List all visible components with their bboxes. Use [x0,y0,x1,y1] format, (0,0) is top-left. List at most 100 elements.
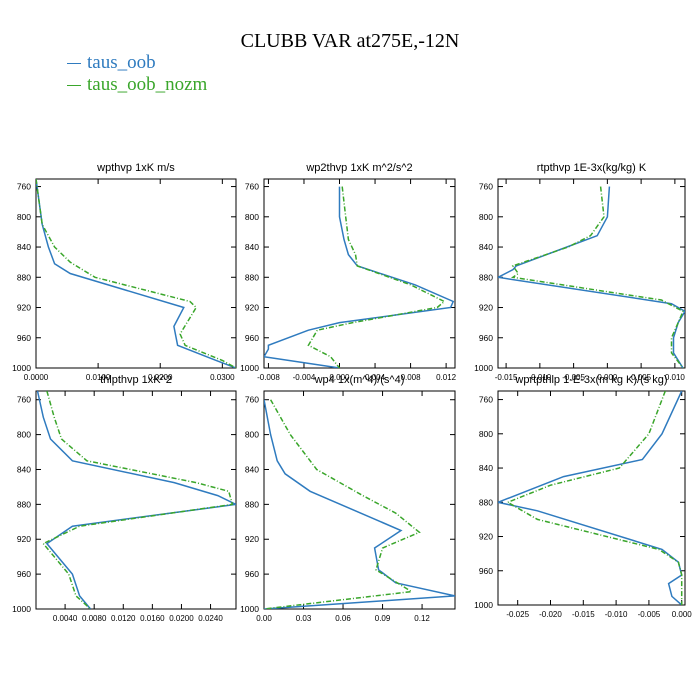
x-tick-label: 0.06 [335,614,351,623]
x-tick-label: 0.010 [665,373,686,382]
x-tick-label: -0.010 [529,373,552,382]
plot-frame [35,390,237,610]
panel-4: thlpthvp 1xK^2 760 800 840 880 920 960 1000 0.00… [12,374,237,623]
chart-title: CLUBB VAR at275E,-12N [240,30,460,52]
series-line-taus-oob [36,391,236,609]
x-tick-label: 0.0100 [86,373,111,382]
y-tick-label: 800 [479,212,493,222]
x-tick-label: -0.008 [257,373,280,382]
x-tick-label: 0.0160 [140,614,165,623]
x-tick-label: 0.0080 [82,614,107,623]
y-tick-label: 920 [245,303,259,313]
y-tick-label: 880 [245,499,259,509]
y-tick-label: 760 [479,182,493,192]
legend-item-taus-oob: taus_oob [67,52,156,74]
plot-frame [263,178,456,369]
y-tick-label: 920 [479,532,493,542]
y-tick-label: 1000 [240,363,259,373]
y-tick-label: 760 [17,182,31,192]
y-tick-label: 840 [17,464,31,474]
panel-6: wprtpthlp 1-E-3x(m kg K)/(s kg) 760 800 840… [474,374,692,619]
panel-title: wp2thvp 1xK m^2/s^2 [305,162,412,174]
legend-swatch-taus-oob [67,63,81,65]
x-tick-label: -0.015 [572,610,595,619]
plot-frame [497,390,686,606]
y-tick-label: 800 [17,212,31,222]
y-tick-label: 840 [245,464,259,474]
panel-title: wpthvp 1xK m/s [96,162,175,174]
x-tick-label: -0.005 [638,610,661,619]
legend-label-taus-oob-nozm: taus_oob_nozm [87,74,208,95]
panel-5: wp4 1x(m^4)/(s^4)76080084088092096010000… [240,374,456,623]
x-tick-label: -0.004 [293,373,316,382]
y-tick-label: 1000 [474,363,493,373]
y-tick-label: 920 [17,534,31,544]
x-tick-label: 0.03 [296,614,312,623]
x-tick-label: 0.0200 [148,373,173,382]
series-line-taus-oob [264,186,455,368]
y-tick-label: 760 [479,395,493,405]
y-tick-label: 840 [17,242,31,252]
series-line-taus-oob [36,179,236,368]
series-line-taus-oob-nozm [36,179,236,368]
series-line-taus-oob [264,399,455,609]
y-tick-label: 960 [479,333,493,343]
y-tick-label: 1000 [474,600,493,610]
y-tick-label: 960 [479,566,493,576]
x-tick-label: 0.0200 [169,614,194,623]
y-tick-label: 880 [479,497,493,507]
panel-title: wp4 1x(m^4)/(s^4) [314,374,405,386]
series-line-taus-oob-nozm [307,186,446,368]
legend-swatch-taus-oob-nozm [67,85,81,87]
y-tick-label: 760 [17,395,31,405]
y-tick-label: 960 [245,569,259,579]
x-tick-label: -0.010 [605,610,628,619]
panel-title: thlpthvp 1xK^2 [100,374,172,386]
y-tick-label: 800 [17,430,31,440]
y-tick-label: 800 [245,212,259,222]
y-tick-label: 960 [17,569,31,579]
x-tick-label: 0.09 [375,614,391,623]
panel-title: wprtpthlp 1-E-3x(m kg K)/(s kg) [514,374,667,386]
x-tick-label: -0.015 [495,373,518,382]
series-line-taus-oob [498,186,685,368]
y-tick-label: 840 [479,242,493,252]
x-tick-label: 0.008 [401,373,422,382]
panel-title: rtpthvp 1E-3x(kg/kg) K [537,162,647,174]
x-tick-label: 0.004 [365,373,386,382]
series-line-taus-oob-nozm [42,391,234,609]
x-tick-label: -0.025 [506,610,529,619]
x-tick-label: 0.0300 [210,373,235,382]
y-tick-label: 1000 [12,363,31,373]
series-line-taus-oob-nozm [506,391,683,605]
plot-frame [497,178,686,369]
y-tick-label: 840 [245,242,259,252]
y-tick-label: 840 [479,463,493,473]
legend-label-taus-oob: taus_oob [87,52,156,73]
y-tick-label: 880 [17,272,31,282]
plot-frame [35,178,237,369]
y-tick-label: 880 [245,272,259,282]
series-line-taus-oob [498,391,683,605]
x-tick-label: 0.0000 [24,373,49,382]
x-tick-label: 0.000 [329,373,350,382]
plot-frame [263,390,456,610]
x-tick-label: -0.020 [539,610,562,619]
x-tick-label: 0.012 [436,373,457,382]
legend-item-taus-oob-nozm: taus_oob_nozm [67,74,207,96]
y-tick-label: 1000 [240,604,259,614]
x-tick-label: 0.0040 [53,614,78,623]
y-tick-label: 880 [479,272,493,282]
y-tick-label: 960 [245,333,259,343]
y-tick-label: 920 [17,303,31,313]
y-tick-label: 800 [479,429,493,439]
y-tick-label: 880 [17,499,31,509]
x-tick-label: 0.000 [597,373,618,382]
x-tick-label: 0.000 [672,610,693,619]
y-tick-label: 760 [245,395,259,405]
x-tick-label: 0.0240 [198,614,223,623]
series-line-taus-oob-nozm [510,186,684,368]
x-tick-label: 0.005 [631,373,652,382]
y-tick-label: 920 [245,534,259,544]
